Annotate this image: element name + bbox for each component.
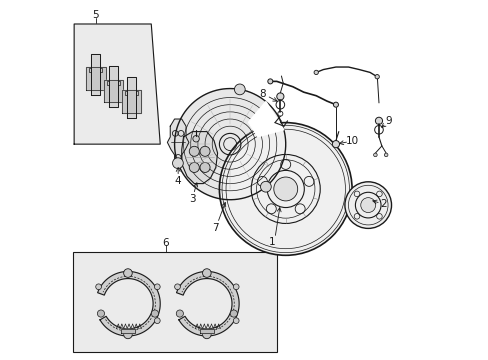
- Circle shape: [384, 153, 387, 157]
- Text: 7: 7: [211, 223, 218, 233]
- Circle shape: [96, 284, 102, 290]
- Circle shape: [273, 177, 297, 201]
- Circle shape: [202, 330, 211, 339]
- Circle shape: [123, 269, 132, 277]
- Polygon shape: [127, 77, 136, 118]
- Polygon shape: [199, 329, 214, 333]
- Polygon shape: [85, 67, 105, 90]
- Circle shape: [344, 182, 391, 228]
- Polygon shape: [109, 66, 118, 107]
- Polygon shape: [103, 80, 123, 102]
- Circle shape: [202, 269, 211, 277]
- Circle shape: [276, 93, 284, 100]
- Circle shape: [97, 310, 104, 317]
- Text: 5: 5: [92, 10, 99, 20]
- Text: 3: 3: [189, 194, 195, 204]
- Circle shape: [200, 146, 210, 156]
- Circle shape: [154, 318, 160, 324]
- Circle shape: [123, 330, 132, 339]
- Circle shape: [260, 181, 271, 192]
- Text: 8: 8: [259, 89, 265, 99]
- Polygon shape: [167, 119, 188, 164]
- Circle shape: [360, 198, 375, 212]
- Circle shape: [176, 310, 183, 317]
- Circle shape: [189, 146, 199, 156]
- Circle shape: [313, 70, 318, 75]
- Circle shape: [151, 310, 158, 317]
- Circle shape: [154, 284, 160, 290]
- Text: 1: 1: [268, 237, 275, 247]
- Circle shape: [174, 284, 180, 290]
- Text: 4: 4: [175, 176, 181, 186]
- Circle shape: [192, 135, 199, 142]
- Text: 6: 6: [162, 238, 168, 248]
- Polygon shape: [98, 271, 160, 336]
- Circle shape: [267, 79, 272, 84]
- Circle shape: [189, 162, 199, 172]
- Circle shape: [374, 75, 379, 79]
- FancyBboxPatch shape: [73, 252, 277, 352]
- Polygon shape: [91, 54, 100, 95]
- Text: 10: 10: [346, 136, 359, 145]
- Polygon shape: [176, 271, 239, 336]
- Circle shape: [200, 162, 210, 172]
- Circle shape: [230, 310, 237, 317]
- Polygon shape: [122, 90, 141, 113]
- Circle shape: [375, 117, 382, 125]
- Circle shape: [333, 102, 338, 107]
- Text: 9: 9: [385, 116, 391, 126]
- Circle shape: [233, 284, 239, 290]
- Text: 2: 2: [380, 199, 386, 210]
- Polygon shape: [248, 102, 283, 137]
- Circle shape: [332, 140, 339, 148]
- Circle shape: [219, 123, 351, 255]
- Polygon shape: [74, 24, 160, 144]
- Circle shape: [234, 84, 244, 95]
- Circle shape: [233, 318, 239, 324]
- Polygon shape: [174, 89, 285, 200]
- Polygon shape: [182, 132, 217, 184]
- Circle shape: [373, 153, 376, 157]
- Polygon shape: [121, 329, 135, 333]
- Circle shape: [172, 158, 183, 168]
